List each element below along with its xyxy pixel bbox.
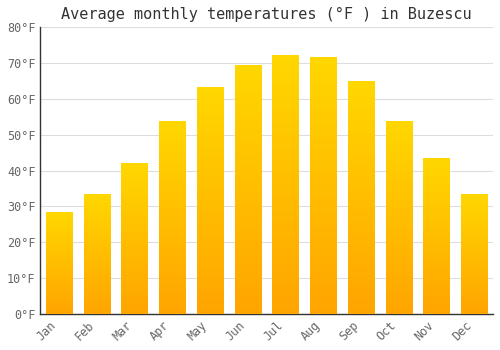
Title: Average monthly temperatures (°F ) in Buzescu: Average monthly temperatures (°F ) in Bu… bbox=[62, 7, 472, 22]
